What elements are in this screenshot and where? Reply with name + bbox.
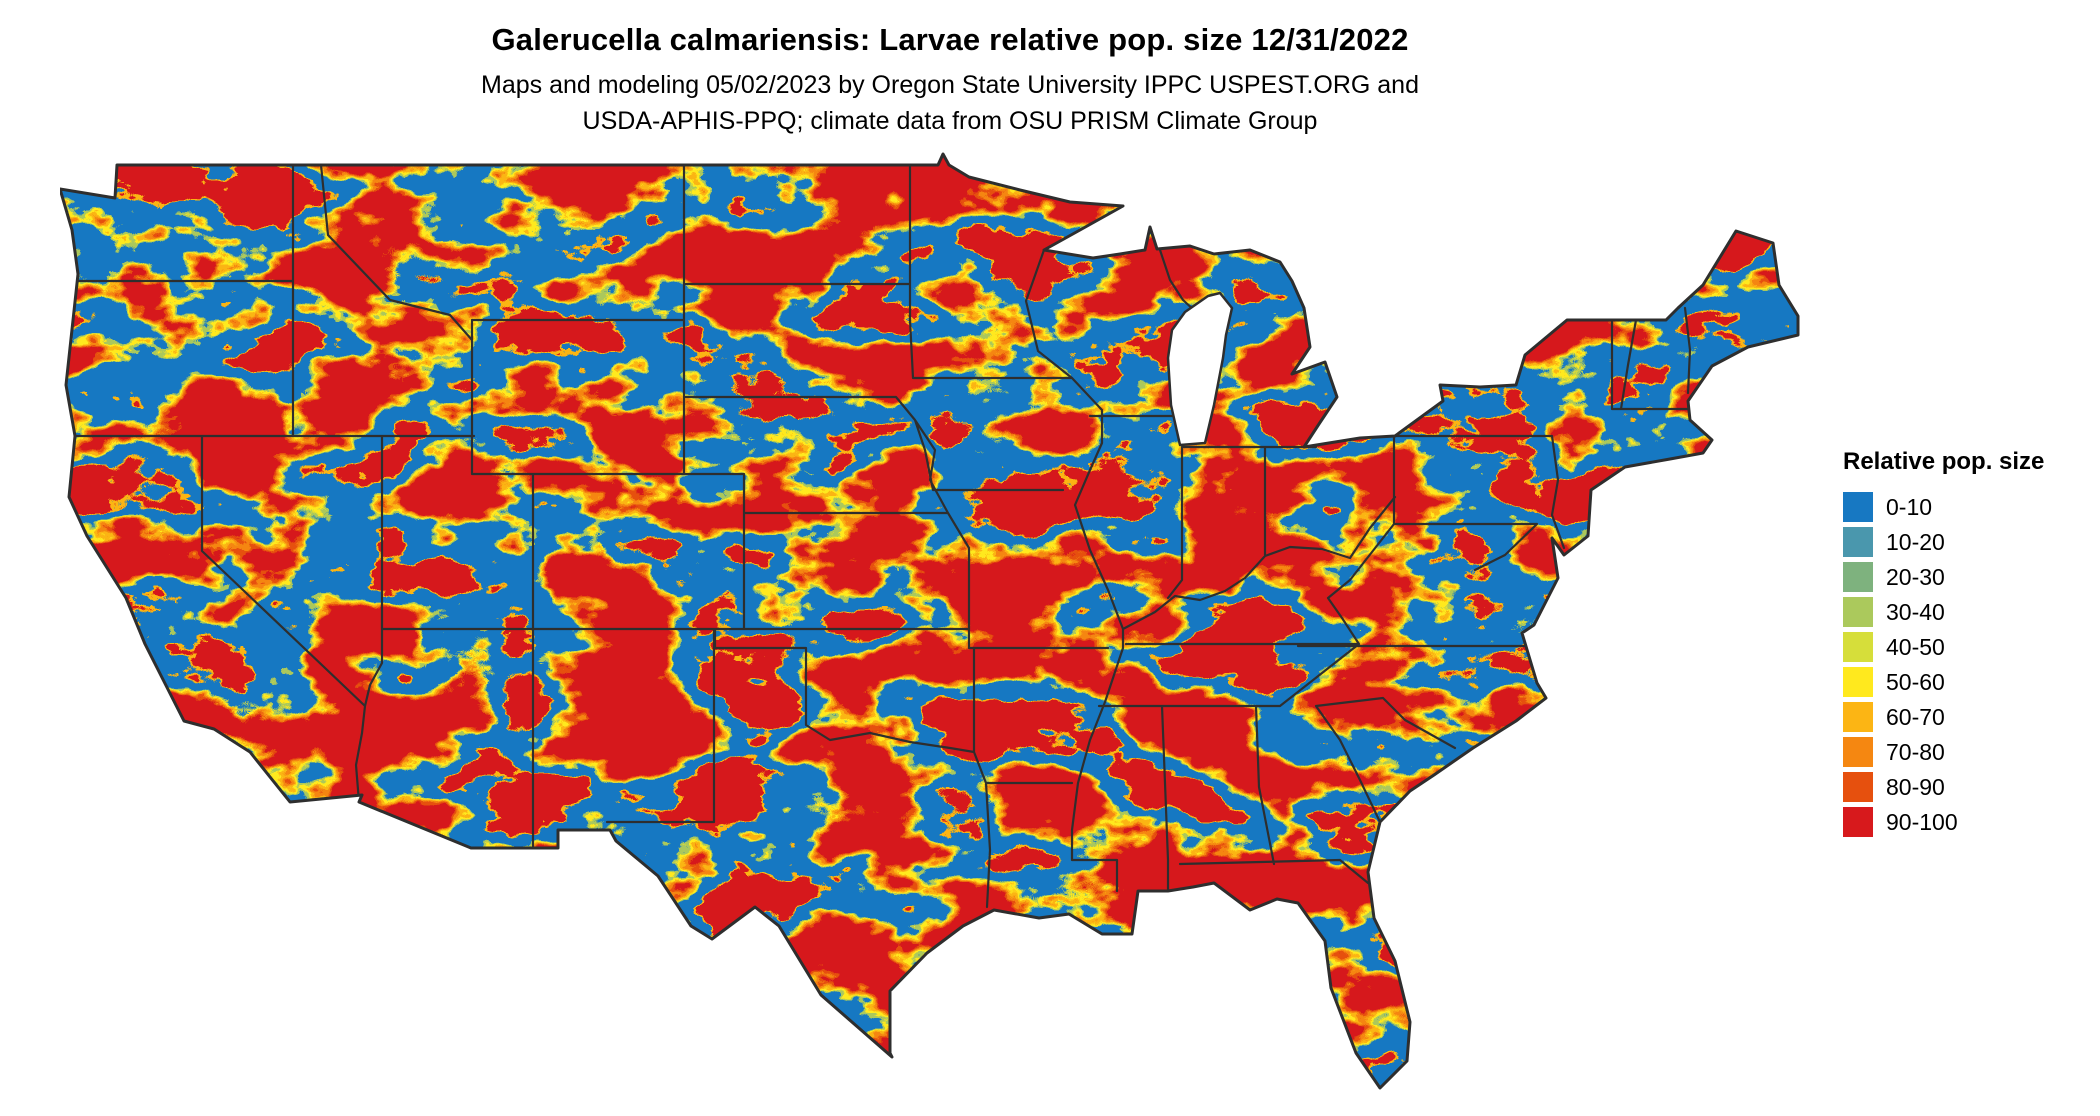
legend-items: 0-10 10-20 20-30 30-40 40-50 50-60 <box>1843 492 2044 837</box>
map-subtitle: Maps and modeling 05/02/2023 by Oregon S… <box>0 68 1900 139</box>
legend-swatch-2 <box>1843 562 1873 592</box>
legend-swatch-5 <box>1843 667 1873 697</box>
legend-item: 60-70 <box>1843 702 2044 732</box>
us-outline <box>58 152 1800 1090</box>
legend-item: 70-80 <box>1843 737 2044 767</box>
legend-item: 10-20 <box>1843 527 2044 557</box>
legend-label-7: 70-80 <box>1886 739 1945 765</box>
legend-item: 80-90 <box>1843 772 2044 802</box>
legend-label-4: 40-50 <box>1886 634 1945 660</box>
page-title: Galerucella calmariensis: Larvae relativ… <box>491 22 1409 57</box>
us-map-svg <box>58 152 1800 1090</box>
legend-swatch-8 <box>1843 772 1873 802</box>
legend-label-9: 90-100 <box>1886 809 1958 835</box>
legend-label-8: 80-90 <box>1886 774 1945 800</box>
legend-item: 0-10 <box>1843 492 2044 522</box>
legend-swatch-7 <box>1843 737 1873 767</box>
legend-item: 40-50 <box>1843 632 2044 662</box>
legend-swatch-0 <box>1843 492 1873 522</box>
legend-title: Relative pop. size <box>1843 448 2045 475</box>
legend-swatch-4 <box>1843 632 1873 662</box>
legend-item: 30-40 <box>1843 597 2044 627</box>
lake-michigan <box>1166 291 1234 447</box>
legend-label-0: 0-10 <box>1886 494 1933 520</box>
legend-swatch-6 <box>1843 702 1873 732</box>
subtitle-line-2: USDA-APHIS-PPQ; climate data from OSU PR… <box>582 106 1318 135</box>
subtitle-line-1: Maps and modeling 05/02/2023 by Oregon S… <box>481 71 1419 99</box>
legend-swatch-9 <box>1843 807 1873 837</box>
legend-swatch-3 <box>1843 597 1873 627</box>
legend-label-2: 20-30 <box>1886 564 1945 590</box>
legend-item: 20-30 <box>1843 562 2044 592</box>
state-borders <box>64 163 1692 909</box>
legend-label-1: 10-20 <box>1886 529 1945 555</box>
legend-label-6: 60-70 <box>1886 704 1945 730</box>
legend-item: 50-60 <box>1843 667 2044 697</box>
legend-swatch-1 <box>1843 527 1873 557</box>
us-map <box>58 150 1800 1110</box>
map-header: Galerucella calmariensis: Larvae relativ… <box>0 22 1900 139</box>
map-legend: Relative pop. size 0-10 10-20 20-30 30-4… <box>1843 448 2044 842</box>
legend-label-3: 30-40 <box>1886 599 1945 625</box>
legend-label-5: 50-60 <box>1886 669 1945 695</box>
legend-item: 90-100 <box>1843 807 2044 837</box>
